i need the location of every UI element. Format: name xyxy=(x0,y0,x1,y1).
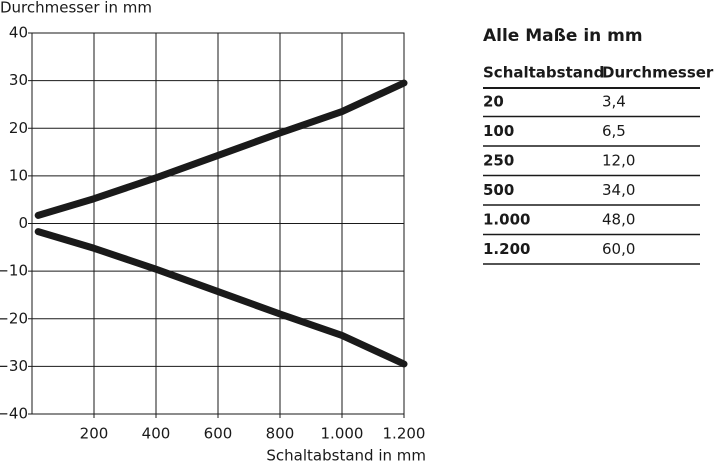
table-cell: 20 xyxy=(483,93,504,111)
y-tick-label: 40 xyxy=(9,24,28,42)
y-tick-label: −30 xyxy=(0,357,28,375)
table-cell: 60,0 xyxy=(602,240,635,258)
y-tick-label: 30 xyxy=(9,71,28,89)
curve xyxy=(34,79,408,219)
table-cell: 100 xyxy=(483,122,514,140)
x-tick-label: 200 xyxy=(80,425,109,443)
x-tick-label: 1.200 xyxy=(383,425,426,443)
table-cell: 34,0 xyxy=(602,181,635,199)
curve xyxy=(34,228,408,368)
x-tick-label: 800 xyxy=(266,425,295,443)
y-axis-label: Durchmesser in mm xyxy=(0,0,152,17)
table-cell: 12,0 xyxy=(602,152,635,170)
x-axis-label: Schaltabstand in mm xyxy=(266,447,426,463)
table-cell: 1.200 xyxy=(483,240,530,258)
y-tick-label: 10 xyxy=(9,166,28,184)
y-tick-label: −40 xyxy=(0,405,28,423)
y-tick-label: −20 xyxy=(0,309,28,327)
y-tick-label: 20 xyxy=(9,119,28,137)
table-title: Alle Maße in mm xyxy=(483,26,643,46)
table-cell: 3,4 xyxy=(602,93,626,111)
table-cell: 6,5 xyxy=(602,122,626,140)
table-header: Durchmesser xyxy=(602,64,714,82)
x-tick-label: 600 xyxy=(204,425,233,443)
y-tick-label: −10 xyxy=(0,262,28,280)
table-cell: 250 xyxy=(483,152,514,170)
table-cell: 500 xyxy=(483,181,514,199)
x-tick-label: 400 xyxy=(142,425,171,443)
x-tick-label: 1.000 xyxy=(321,425,364,443)
table-cell: 1.000 xyxy=(483,211,530,229)
table-cell: 48,0 xyxy=(602,211,635,229)
table-header: Schaltabstand xyxy=(483,64,604,82)
y-tick-label: 0 xyxy=(18,214,28,232)
